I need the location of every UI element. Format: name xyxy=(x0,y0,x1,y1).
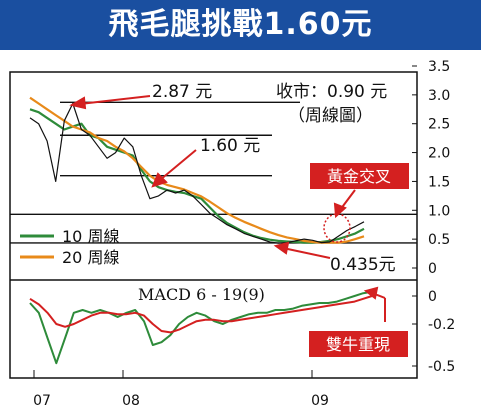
chart-kind-label: （周線圖） xyxy=(288,106,373,126)
macd-tick-label: 0 xyxy=(428,289,437,305)
tick-labels: 3.5 3.0 2.5 2.0 1.5 1.0 0.5 0 0 -0.2 -0.5 07 08 09 xyxy=(33,59,455,409)
arrow-low-head xyxy=(273,241,290,255)
golden-cross-circle xyxy=(323,213,351,243)
chart-title: 飛毛腿挑戰1.60元 xyxy=(108,7,373,42)
target-label: 1.60 元 xyxy=(200,136,260,156)
arrow-high xyxy=(79,95,151,105)
legend-label-ma20: 20 周線 xyxy=(62,248,119,267)
y-tick-label: 0.5 xyxy=(428,232,450,248)
y-tick-label: 1.0 xyxy=(428,203,450,219)
arrow-target xyxy=(159,149,197,181)
golden-cross-label: 黃金交叉 xyxy=(327,167,391,186)
macd-series-line xyxy=(29,295,373,334)
arrow-high-head xyxy=(69,96,87,110)
high-label: 2.87 元 xyxy=(152,82,212,102)
bull-label: 雙牛重現 xyxy=(326,335,390,354)
macd-series-line xyxy=(29,290,373,365)
legend-label-ma10: 10 周線 xyxy=(62,227,119,246)
y-tick-label: 1.5 xyxy=(428,174,450,190)
y-tick-label: 3.0 xyxy=(428,88,450,104)
arrow-macd-head xyxy=(363,286,379,300)
chart-frame xyxy=(9,71,418,379)
golden-cross-box xyxy=(310,163,409,189)
arrow-target-head xyxy=(151,172,168,188)
price-series-group xyxy=(29,96,365,244)
x-tick-label: 08 xyxy=(122,393,140,409)
macd-tick-label: -0.5 xyxy=(428,359,455,375)
macd-series-group xyxy=(29,290,373,365)
price-series-line xyxy=(29,96,365,244)
macd-tick-label: -0.2 xyxy=(428,317,455,333)
title-bar: 飛毛腿挑戰1.60元 xyxy=(0,0,481,50)
bull-box xyxy=(309,331,408,357)
close-label: 收市：0.90 元 xyxy=(276,82,387,102)
price-series-line xyxy=(29,108,365,244)
x-tick-label: 07 xyxy=(33,393,51,409)
y-tick-label: 2.5 xyxy=(428,117,450,133)
macd-title: MACD 6 - 19(9) xyxy=(138,285,265,304)
price-series-line xyxy=(29,102,365,244)
x-tick-label: 09 xyxy=(311,393,329,409)
y-tick-label: 2.0 xyxy=(428,146,450,162)
low-label: 0.435元 xyxy=(330,255,396,275)
y-tick-label: 3.5 xyxy=(428,59,450,75)
arrow-cross-head xyxy=(333,202,347,219)
y-tick-label: 0 xyxy=(428,261,437,277)
arrow-low xyxy=(282,247,331,259)
annotation-arrows xyxy=(69,95,386,322)
